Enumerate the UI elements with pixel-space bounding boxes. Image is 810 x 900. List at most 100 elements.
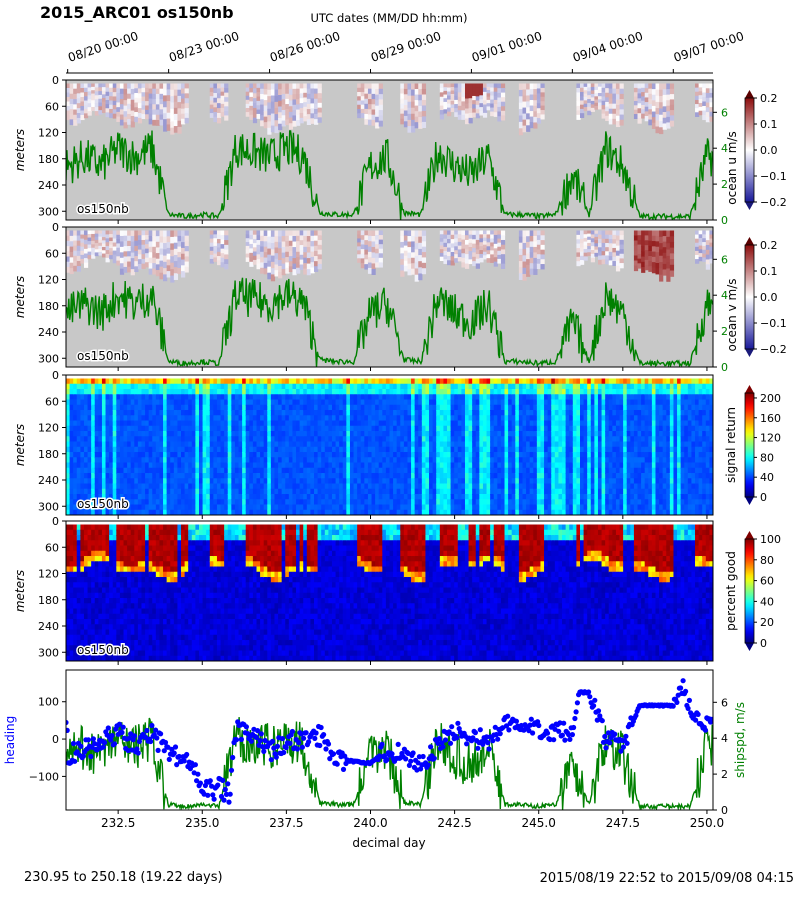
heading-point (90, 736, 96, 742)
heading-point (536, 722, 542, 729)
heading-point (105, 725, 111, 731)
heading-point (161, 748, 167, 754)
colorbar-tick-label: 100 (760, 533, 781, 546)
heading-point (119, 729, 125, 736)
colorbar (745, 245, 754, 349)
heading-point (205, 792, 211, 798)
right-tick-label: 2 (721, 768, 728, 781)
heading-point (313, 730, 319, 736)
colorbar-tick-label: 0 (760, 491, 767, 504)
heading-point (306, 739, 312, 745)
colorbar-label: ocean v m/s (725, 279, 739, 352)
heading-point (530, 730, 536, 736)
heading-point (506, 727, 512, 733)
top-tick-label: 09/01 00:00 (470, 29, 544, 65)
heading-point (574, 700, 581, 706)
y-axis-label: meters (13, 424, 27, 466)
heading-point (455, 720, 461, 726)
colorbar-tick-label: −0.1 (760, 170, 787, 183)
heading-point (685, 705, 691, 712)
figure-title: 2015_ARC01 os150nb (40, 3, 234, 22)
heading-point (299, 744, 305, 750)
heading-point (211, 796, 217, 802)
heading-point (334, 761, 340, 767)
heading-point (569, 732, 576, 738)
colorbar-tick-label: 20 (760, 616, 774, 629)
right-tick-label: 0 (721, 214, 728, 227)
heading-point (410, 750, 416, 756)
y-tick-label: 120 (38, 127, 59, 140)
x-tick-label: 242.5 (437, 816, 471, 830)
colorbar-tick-label: 200 (760, 392, 781, 405)
heading-point (695, 711, 701, 718)
instrument-label: os150nb (77, 349, 129, 363)
y-tick-label: 0 (52, 221, 59, 234)
heading-point (287, 740, 293, 747)
heading-point (225, 781, 231, 787)
heatmap-body (66, 521, 713, 661)
heading-point (624, 740, 630, 746)
heading-point (66, 727, 70, 733)
y-tick-label: 180 (38, 153, 59, 166)
colorbar-max-arrow (745, 385, 754, 393)
heading-point (169, 746, 175, 752)
colorbar-tick-label: 60 (760, 575, 774, 588)
heading-point (612, 731, 618, 737)
heading-point (477, 727, 483, 733)
y-tick-label: 0 (52, 369, 59, 382)
y-tick-label: 60 (45, 395, 59, 408)
heading-point (566, 732, 572, 738)
heading-point (442, 737, 449, 743)
heading-point (255, 728, 261, 734)
heading-point (495, 736, 501, 742)
heading-point (172, 744, 179, 750)
heading-point (415, 760, 421, 766)
heading-point (591, 703, 597, 709)
heading-point (562, 737, 568, 743)
heading-point (381, 753, 388, 759)
heading-point (230, 754, 236, 761)
heading-point (447, 740, 454, 746)
heading-point (567, 736, 573, 743)
y-tick-label: 300 (38, 500, 59, 513)
heading-point (428, 744, 434, 750)
heading-point (586, 689, 592, 695)
heading-point (207, 778, 213, 784)
y-tick-label: 180 (38, 300, 59, 313)
heading-point (325, 741, 332, 747)
heading-point (321, 732, 327, 738)
colorbar (745, 539, 754, 643)
colorbar-tick-label: 0 (760, 637, 767, 650)
heading-point (171, 750, 177, 756)
top-tick-label: 08/26 00:00 (268, 29, 342, 65)
instrument-label: os150nb (77, 497, 129, 511)
heading-point (330, 751, 337, 757)
heading-point (261, 748, 267, 755)
heading-point (526, 728, 532, 734)
heading-point (210, 792, 216, 798)
heading-point (485, 740, 491, 746)
heading-point (197, 780, 203, 786)
colorbar-frame (744, 538, 755, 644)
colorbar-tick-label: −0.2 (760, 196, 787, 209)
y-tick-label: 240 (38, 179, 59, 192)
heading-point (85, 737, 91, 743)
heading-point (227, 791, 233, 797)
heading-point (258, 731, 264, 737)
heading-point (155, 747, 161, 754)
y-tick-label: 240 (38, 474, 59, 487)
y-tick-label: 240 (38, 620, 59, 633)
heading-point (135, 750, 141, 756)
heading-point (144, 727, 150, 734)
right-tick-label: 2 (721, 325, 728, 338)
x-tick-label: 235.0 (185, 816, 219, 830)
heading-point (162, 739, 169, 746)
bottom-panel-frame (65, 669, 714, 811)
heading-point (408, 758, 414, 764)
heading-point (573, 709, 579, 715)
heading-point (66, 719, 69, 726)
heading-point (418, 766, 424, 772)
y-tick-label: 300 (38, 205, 59, 218)
right-tick-label: 0 (721, 361, 728, 374)
colorbar-label: signal return (724, 407, 738, 483)
